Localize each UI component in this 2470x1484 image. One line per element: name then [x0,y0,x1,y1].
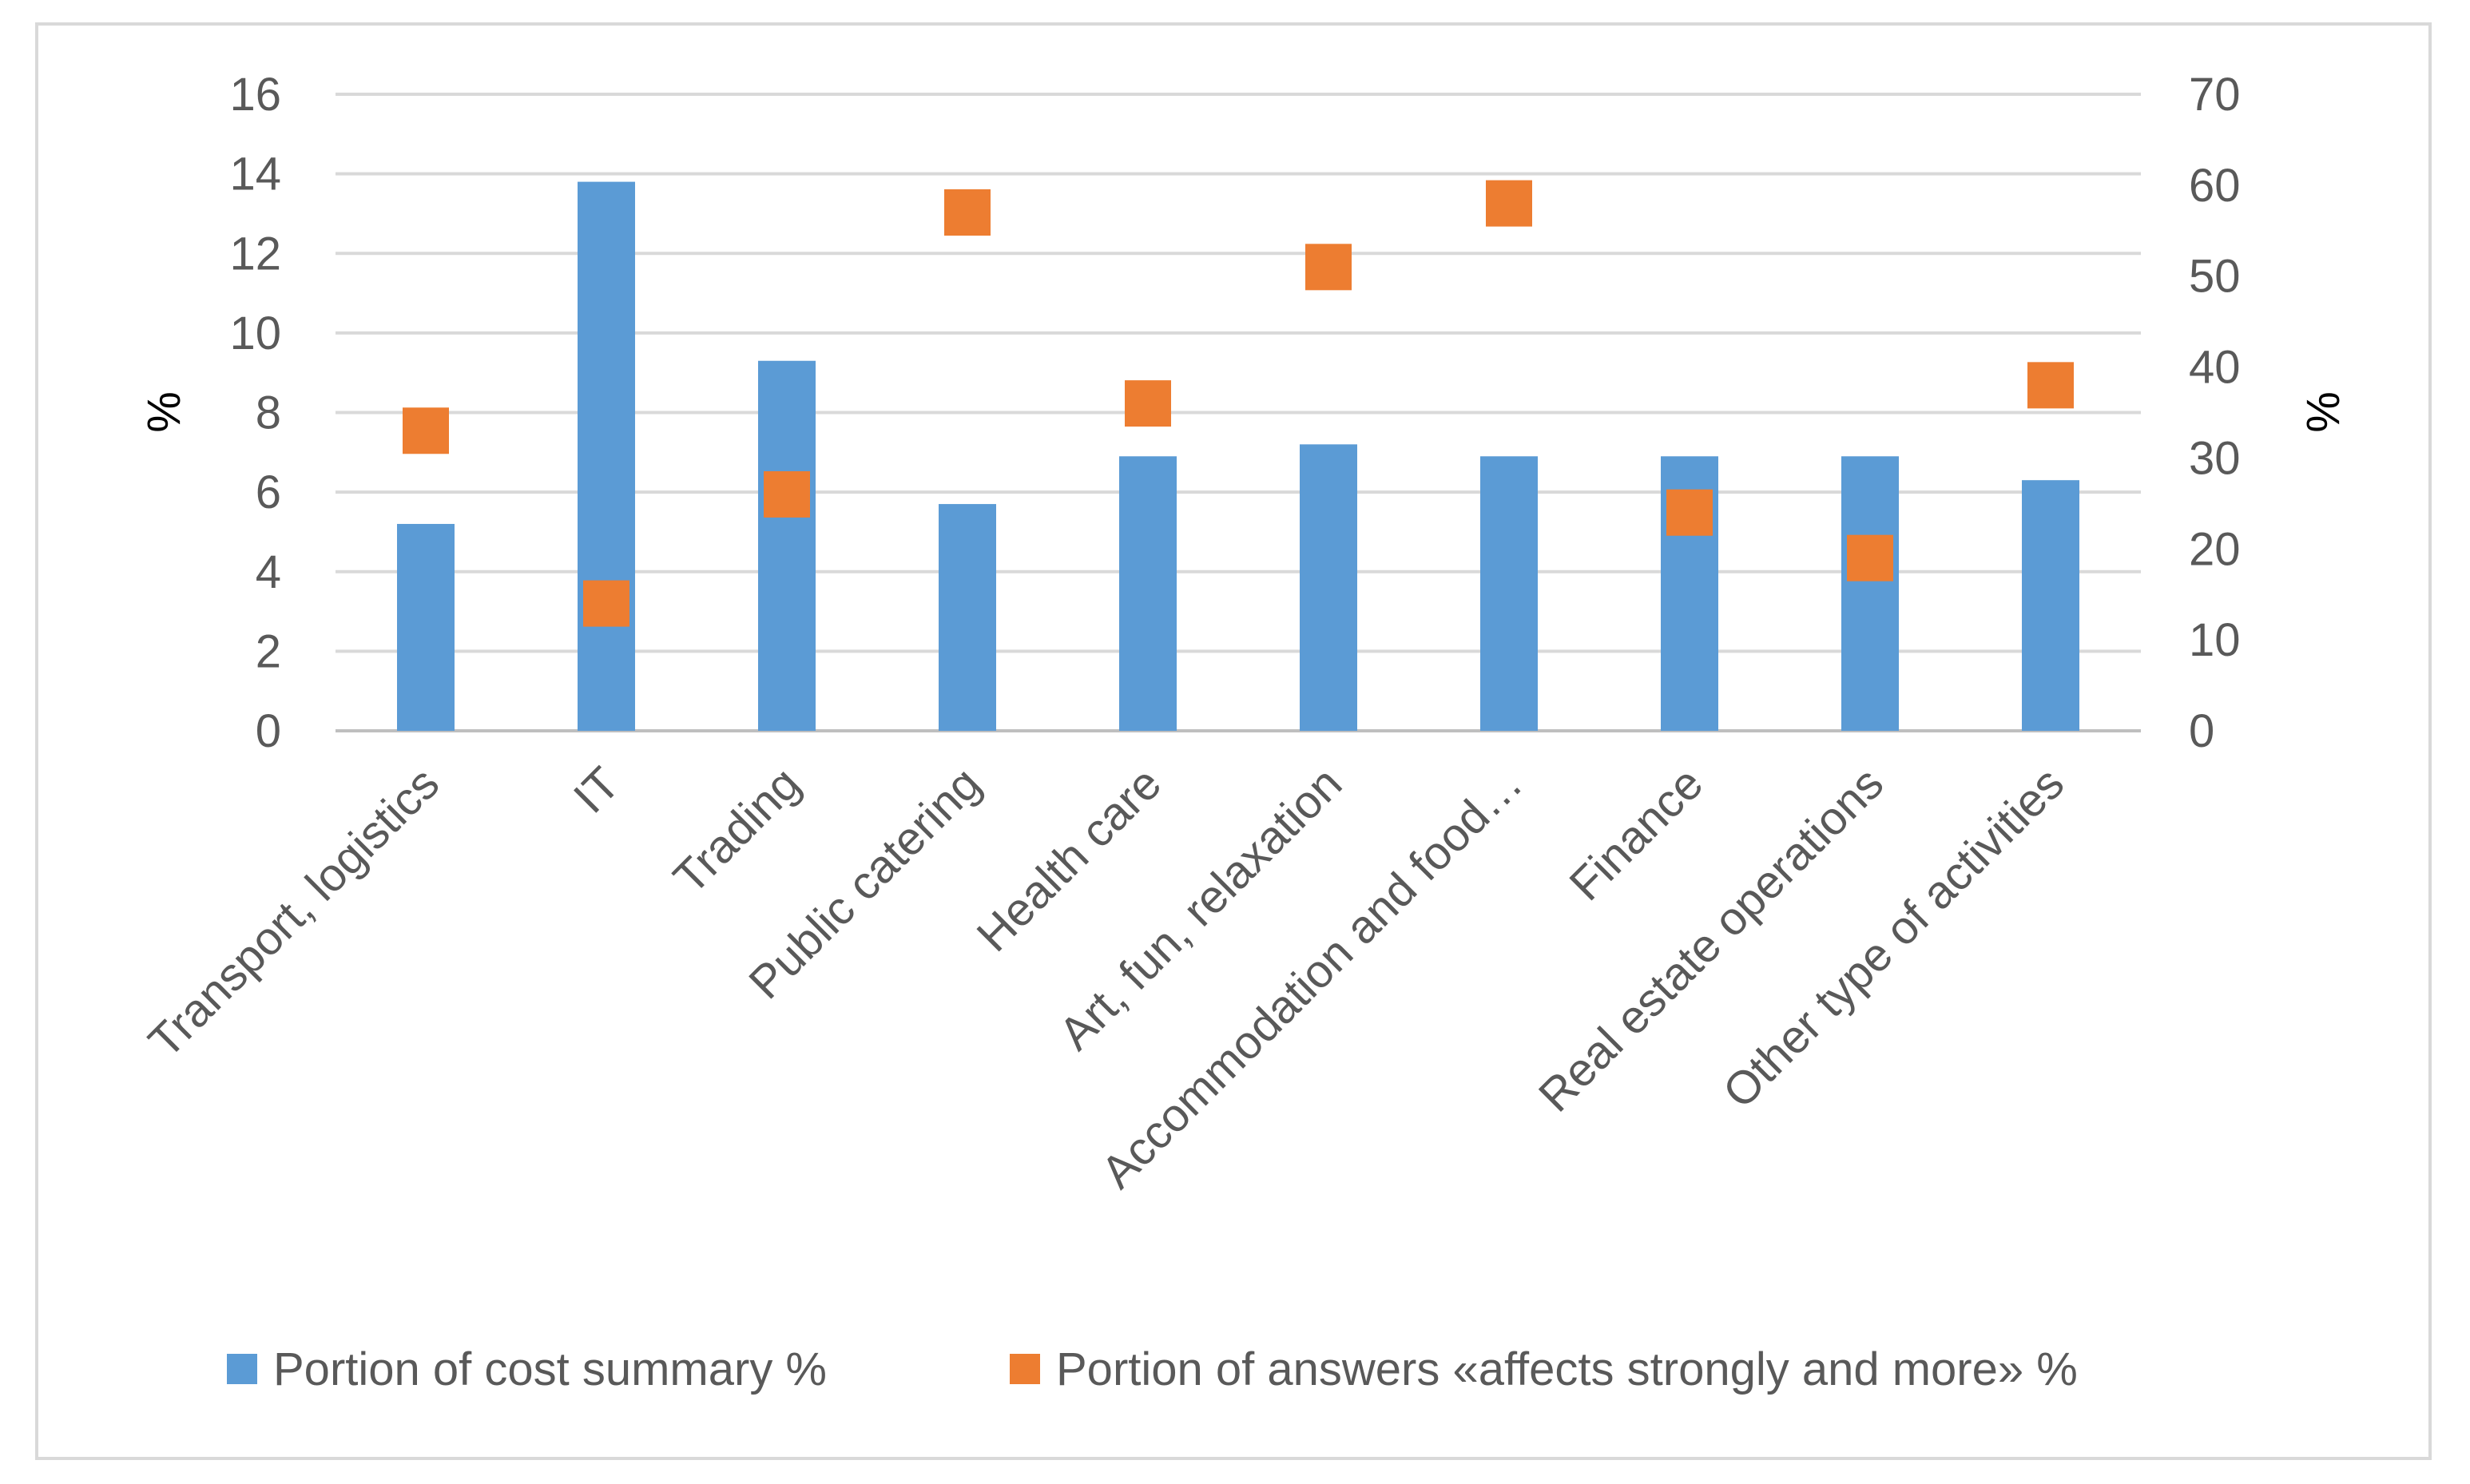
bar [1300,444,1357,731]
y-tick-label: 0 [256,705,281,757]
marker [1666,489,1713,536]
marker [1125,380,1171,427]
legend-label-answers: Portion of answers «affects strongly and… [1056,1343,2078,1395]
category-label: Transport, logistics [139,757,450,1068]
marker [403,407,449,454]
chart-frame [35,22,2432,1460]
y2-tick-label: 60 [2189,160,2241,212]
y-tick-label: 12 [229,228,281,280]
y2-tick-label: 50 [2189,251,2241,303]
marker [583,580,629,627]
marker [1486,180,1532,227]
y2-tick-label: 20 [2189,523,2241,575]
category-label: Trading [664,757,811,904]
marker [2027,362,2074,409]
bar [1119,456,1177,731]
marker-series [403,180,2074,627]
y-tick-label: 6 [256,466,281,518]
y2-tick-label: 10 [2189,614,2241,666]
legend-swatch-cost [227,1354,257,1384]
y-tick-label: 16 [229,69,281,121]
bar [939,504,996,731]
y-tick-label: 14 [229,149,281,200]
marker [764,470,810,518]
legend-label-cost: Portion of cost summary % [273,1343,827,1395]
bar [2022,480,2079,731]
category-label: Real estate operations [1529,757,1893,1121]
marker [1847,534,1893,581]
y2-tick-label: 30 [2189,432,2241,484]
y-tick-label: 8 [256,387,281,439]
category-label: Finance [1559,757,1713,911]
y-tick-label: 2 [256,625,281,677]
bar [1841,456,1899,731]
category-label: IT [564,757,629,823]
marker [944,189,991,236]
right-axis-ticks: 0 10 20 30 40 50 60 70 [2189,69,2241,757]
marker [1305,244,1352,291]
gridlines [336,93,2141,732]
bar [758,360,816,731]
y2-tick-label: 70 [2189,69,2241,121]
legend: Portion of cost summary % Portion of ans… [227,1343,2078,1395]
left-axis-ticks: 0 2 4 6 8 10 12 14 16 [229,69,281,757]
y-tick-label: 10 [229,308,281,359]
bar [578,181,635,731]
bar-series [397,181,2079,731]
left-axis-title: % [138,391,190,433]
bar [397,523,455,731]
y2-tick-label: 0 [2189,705,2214,757]
y-tick-label: 4 [256,546,281,598]
legend-swatch-answers [1010,1354,1040,1384]
bar [1480,456,1538,731]
category-label: Other type of activities [1713,757,2074,1118]
right-axis-title: % [2297,391,2349,433]
y2-tick-label: 40 [2189,342,2241,394]
